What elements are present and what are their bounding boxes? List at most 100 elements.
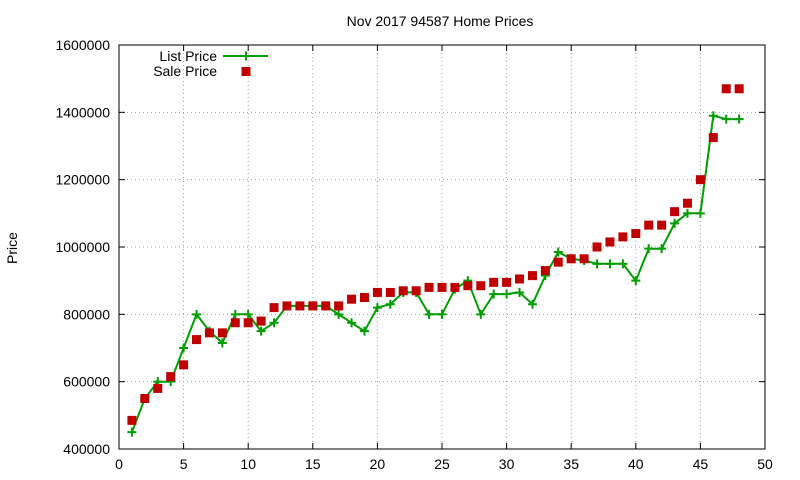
sale-price-point: [269, 303, 279, 313]
list-price-point: [179, 343, 189, 353]
x-tick-label: 35: [563, 456, 579, 472]
sale-price-point: [708, 133, 718, 143]
x-tick-label: 25: [434, 456, 450, 472]
sale-price-point: [605, 237, 615, 247]
plot-frame: [118, 44, 766, 450]
sale-price-point: [489, 277, 499, 287]
x-tick-label: 20: [370, 456, 386, 472]
x-tick-labels: 0 5 10 15 20 25 30 35 40 45 50: [115, 456, 773, 472]
sale-price-point: [295, 301, 305, 311]
sale-price-point: [437, 282, 447, 292]
sale-price-point: [424, 282, 434, 292]
sale-price-point: [540, 266, 550, 276]
list-price-point: [347, 318, 357, 328]
list-price-point: [192, 309, 202, 319]
y-tick-label: 1600000: [55, 37, 110, 53]
x-tick-label: 10: [240, 456, 256, 472]
sale-price-point: [515, 274, 525, 284]
y-tick-label: 1400000: [55, 104, 110, 120]
sale-price-point: [230, 318, 240, 328]
sale-price-point: [502, 277, 512, 287]
list-price-point: [127, 427, 137, 437]
y-tick-label: 1000000: [55, 239, 110, 255]
sale-price-point: [592, 242, 602, 252]
y-tick-label: 400000: [63, 441, 110, 457]
list-price-point: [502, 289, 512, 299]
sale-price-point: [682, 198, 692, 208]
sale-price-point: [127, 415, 137, 425]
sale-price-point: [566, 254, 576, 264]
sale-price-point: [256, 316, 266, 326]
list-price-point: [230, 309, 240, 319]
y-tick-label: 1200000: [55, 172, 110, 188]
list-price-point: [670, 218, 680, 228]
list-price-point: [631, 276, 641, 286]
grid-lines: [119, 45, 765, 449]
sale-price-point: [644, 220, 654, 230]
list-price-point: [734, 114, 744, 124]
sale-price-point: [398, 286, 408, 296]
plot-area: [127, 84, 744, 437]
sale-price-point: [411, 286, 421, 296]
x-tick-label: 15: [305, 456, 321, 472]
sale-price-point: [321, 301, 331, 311]
sale-price-point: [359, 293, 369, 302]
sale-price-point: [179, 360, 189, 370]
legend: List Price Sale Price: [153, 48, 268, 79]
sale-price-point: [282, 301, 292, 311]
sale-price-point: [308, 301, 318, 311]
legend-marker-list-price: [241, 51, 251, 61]
sale-price-point: [347, 294, 357, 304]
list-price-point: [256, 326, 266, 336]
list-price-point: [476, 309, 486, 319]
sale-price-point: [476, 281, 486, 291]
list-price-point: [489, 289, 499, 299]
list-price-point: [269, 318, 279, 328]
sale-price-point: [463, 281, 473, 291]
sale-price-point: [334, 301, 344, 311]
list-price-point: [618, 259, 628, 269]
sale-price-point: [140, 394, 150, 403]
sale-price-point: [618, 232, 628, 242]
list-price-point: [527, 299, 537, 309]
list-price-point: [592, 259, 602, 269]
list-price-point: [424, 309, 434, 319]
y-tick-label: 800000: [63, 306, 110, 322]
x-tick-label: 5: [180, 456, 188, 472]
list-price-point: [695, 208, 705, 218]
sale-price-point: [166, 372, 176, 382]
list-price-point: [372, 303, 382, 313]
x-tick-label: 45: [693, 456, 709, 472]
sale-price-point: [372, 287, 382, 297]
legend-label-sale-price: Sale Price: [153, 63, 217, 79]
series-line-list-price: [130, 114, 740, 433]
list-price-point: [644, 244, 654, 254]
sale-price-point: [657, 220, 667, 230]
y-tick-label: 600000: [63, 374, 110, 390]
x-tick-label: 30: [499, 456, 515, 472]
list-price-point: [217, 338, 227, 348]
sale-price-point: [385, 287, 395, 297]
list-price-point: [657, 244, 667, 254]
sale-price-point: [579, 254, 589, 264]
sale-price-point: [450, 282, 460, 292]
legend-marker-sale-price: [241, 67, 251, 76]
y-axis-label: Price: [4, 232, 20, 264]
sale-price-point: [243, 318, 253, 328]
list-price-point: [243, 309, 253, 319]
sale-price-point: [217, 328, 227, 338]
sale-price-point: [721, 84, 731, 94]
list-price-point: [682, 208, 692, 218]
sale-price-point: [734, 84, 744, 94]
list-price-point: [553, 247, 563, 257]
sale-price-point: [553, 257, 563, 267]
sale-price-point: [670, 207, 680, 217]
sale-price-point: [631, 229, 641, 239]
y-tick-labels: 400000 600000 800000 1000000 1200000 1400000 1…: [55, 37, 110, 457]
list-price-point: [359, 326, 369, 336]
sale-price-point: [527, 271, 537, 281]
list-price-point: [334, 309, 344, 319]
sale-price-point: [153, 383, 163, 393]
x-tick-label: 0: [115, 456, 123, 472]
list-price-point: [721, 114, 731, 124]
